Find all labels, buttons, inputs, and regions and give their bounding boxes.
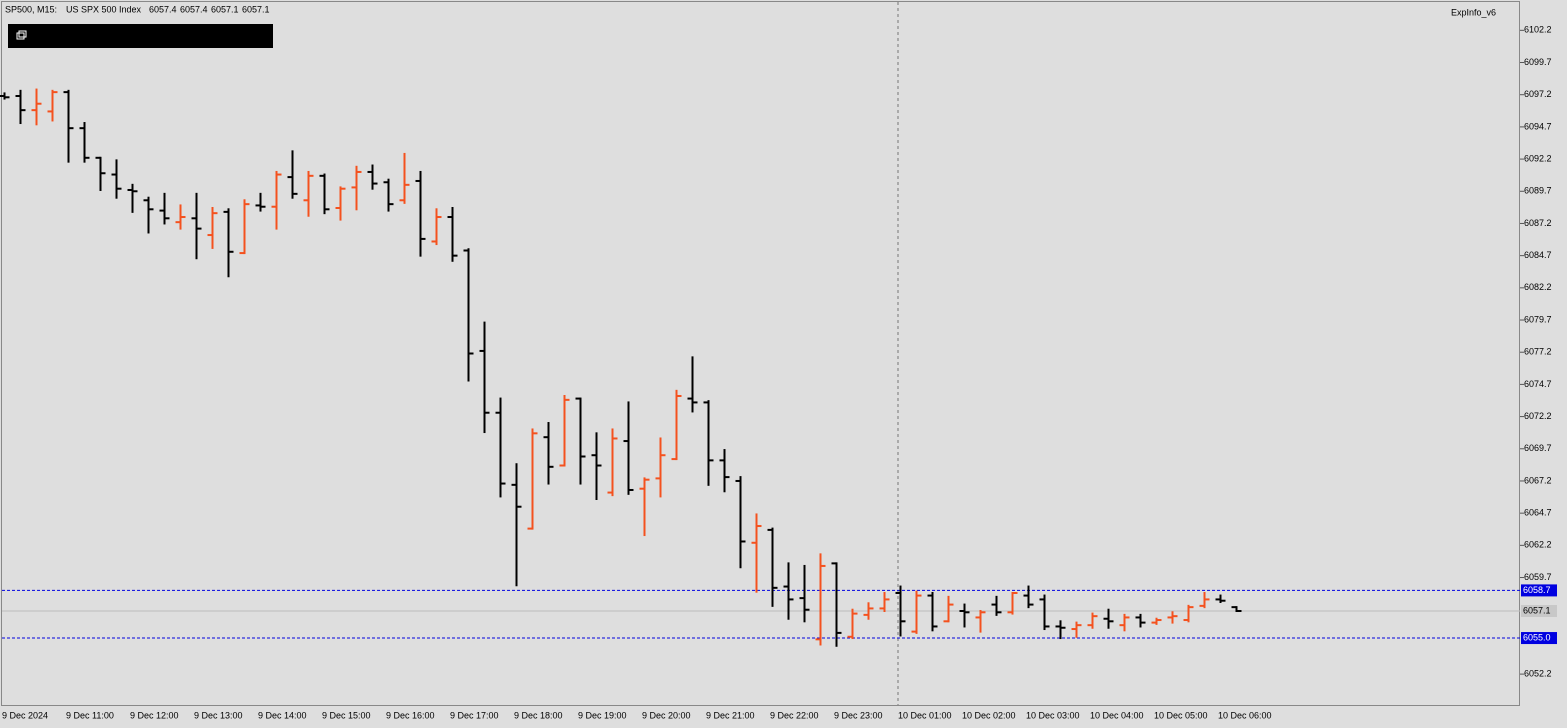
current-price-box [1521, 605, 1557, 618]
y-tick-label: 6064.7 [1524, 508, 1552, 518]
level-box [1521, 632, 1557, 645]
y-tick-label: 6082.2 [1524, 282, 1552, 292]
x-tick-label: 10 Dec 05:00 [1154, 710, 1208, 720]
header-close: 6057.1 [242, 4, 270, 14]
x-tick-label: 9 Dec 16:00 [386, 710, 435, 720]
header-high: 6057.4 [180, 4, 208, 14]
current-price-label: 6057.1 [1523, 605, 1551, 615]
x-tick-label: 9 Dec 2024 [2, 710, 48, 720]
y-tick-label: 6092.2 [1524, 153, 1552, 163]
x-tick-label: 10 Dec 04:00 [1090, 710, 1144, 720]
level-box [1521, 584, 1557, 597]
symbol: SP500, M15: [5, 4, 57, 14]
x-tick-label: 9 Dec 23:00 [834, 710, 883, 720]
level-label: 6058.7 [1523, 585, 1551, 595]
x-tick-label: 10 Dec 02:00 [962, 710, 1016, 720]
x-tick-label: 10 Dec 03:00 [1026, 710, 1080, 720]
y-tick-label: 6079.7 [1524, 314, 1552, 324]
y-tick-label: 6077.2 [1524, 347, 1552, 357]
y-tick-label: 6099.7 [1524, 57, 1552, 67]
x-tick-label: 9 Dec 14:00 [258, 710, 307, 720]
panel-icon[interactable] [16, 32, 25, 40]
y-tick-label: 6074.7 [1524, 379, 1552, 389]
y-tick-label: 6084.7 [1524, 250, 1552, 260]
header-low: 6057.1 [211, 4, 239, 14]
y-tick-label: 6102.2 [1524, 25, 1552, 35]
level-label: 6055.0 [1523, 632, 1551, 642]
x-tick-label: 10 Dec 01:00 [898, 710, 952, 720]
y-tick-label: 6059.7 [1524, 572, 1552, 582]
x-tick-label: 9 Dec 12:00 [130, 710, 179, 720]
x-tick-label: 9 Dec 21:00 [706, 710, 755, 720]
x-tick-label: 9 Dec 15:00 [322, 710, 371, 720]
description: US SPX 500 Index [66, 4, 142, 14]
x-tick-label: 9 Dec 20:00 [642, 710, 691, 720]
y-tick-label: 6097.2 [1524, 89, 1552, 99]
y-tick-label: 6087.2 [1524, 218, 1552, 228]
y-tick-label: 6052.2 [1524, 668, 1552, 678]
header-open: 6057.4 [149, 4, 177, 14]
indicator-name: ExpInfo_v6 [1451, 7, 1496, 17]
y-tick-label: 6072.2 [1524, 411, 1552, 421]
x-tick-label: 10 Dec 06:00 [1218, 710, 1272, 720]
x-tick-label: 9 Dec 22:00 [770, 710, 819, 720]
x-tick-label: 9 Dec 11:00 [66, 710, 114, 720]
y-tick-label: 6089.7 [1524, 186, 1552, 196]
panel-icon[interactable] [18, 30, 27, 38]
x-tick-label: 9 Dec 18:00 [514, 710, 563, 720]
y-tick-label: 6094.7 [1524, 121, 1552, 131]
x-tick-label: 9 Dec 13:00 [194, 710, 243, 720]
y-tick-label: 6067.2 [1524, 475, 1552, 485]
y-tick-label: 6062.2 [1524, 540, 1552, 550]
x-tick-label: 9 Dec 17:00 [450, 710, 499, 720]
panel[interactable] [8, 24, 273, 48]
plot-border [1, 1, 1520, 706]
y-tick-label: 6069.7 [1524, 443, 1552, 453]
x-tick-label: 9 Dec 19:00 [578, 710, 627, 720]
